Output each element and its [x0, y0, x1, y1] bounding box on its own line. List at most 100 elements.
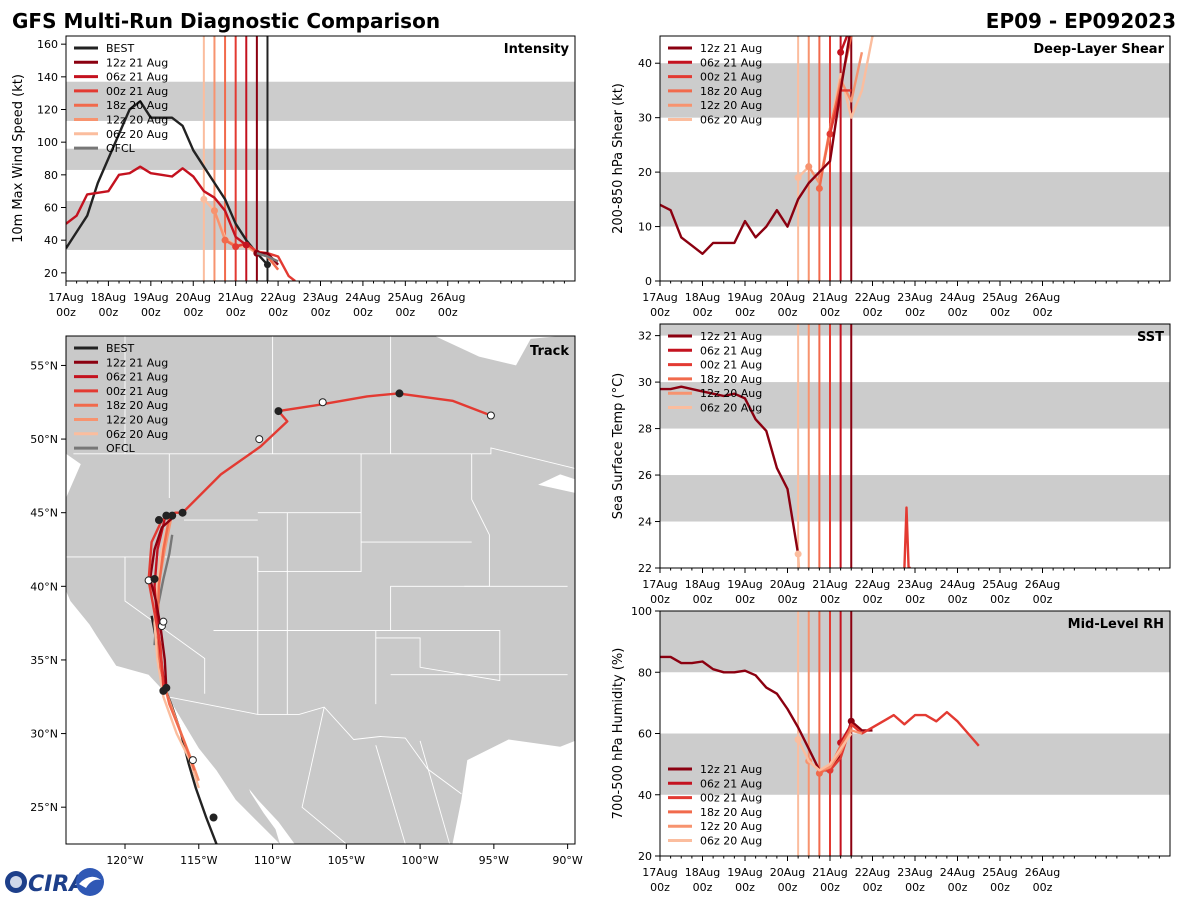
sst-ytick-label: 30 [638, 376, 652, 389]
intensity-xtick-label-date: 20Aug [176, 291, 211, 304]
shear-xtick-label-date: 18Aug [685, 291, 720, 304]
intensity-legend-label-00z-21-aug: 00z 21 Aug [106, 85, 168, 98]
track-boundary-2 [124, 556, 206, 694]
intensity-xtick-label-date: 17Aug [48, 291, 83, 304]
shear-xtick-label-date: 21Aug [812, 291, 847, 304]
track-marker [209, 813, 218, 822]
rh-legend-label-06z-21-aug: 06z 21 Aug [700, 777, 762, 790]
rh-xtick-label-hour: 00z [990, 881, 1010, 894]
shear-xtick-label-date: 25Aug [982, 291, 1017, 304]
rh-ytick-label: 40 [638, 789, 652, 802]
intensity-legend-label-12z-21-aug: 12z 21 Aug [106, 56, 168, 69]
shear-xtick-label-hour: 00z [735, 306, 755, 319]
intensity-ytick-label: 140 [37, 71, 58, 84]
intensity-legend-label-best: BEST [106, 42, 134, 55]
track-legend-label-12z-20-aug: 12z 20 Aug [106, 414, 168, 427]
intensity-ytick-label: 40 [44, 234, 58, 247]
shear-series-06z-21-aug [839, 36, 849, 53]
sst-ylabel: Sea Surface Temp (°C) [611, 373, 626, 520]
rh-band-0 [660, 733, 1170, 795]
track-xtick-label: 90°W [552, 854, 582, 867]
track-marker [162, 683, 171, 692]
intensity-xtick-label-hour: 00z [226, 306, 246, 319]
shear-init-point-00z-21-aug [826, 130, 834, 138]
rh-xtick-label-date: 19Aug [727, 866, 762, 879]
shear-legend-label-12z-21-aug: 12z 21 Aug [700, 42, 762, 55]
track-xtick-label: 95°W [479, 854, 509, 867]
track-marker [178, 508, 187, 517]
rh-init-point-12z-21-aug [847, 717, 855, 725]
intensity-ytick-label: 160 [37, 38, 58, 51]
intensity-legend-label-06z-20-aug: 06z 20 Aug [106, 128, 168, 141]
shear-ytick-label: 0 [645, 275, 652, 288]
rh-xtick-label-date: 21Aug [812, 866, 847, 879]
intensity-xtick-label-hour: 00z [141, 306, 161, 319]
track-marker [159, 617, 168, 626]
shear-init-point-18z-20-aug [815, 184, 823, 192]
intensity-ytick-label: 100 [37, 136, 58, 149]
sst-band-0 [660, 475, 1170, 522]
track-boundary-1 [167, 696, 462, 795]
sst-xtick-label-date: 21Aug [812, 578, 847, 591]
shear-xtick-label-date: 23Aug [897, 291, 932, 304]
shear-init-point-12z-21-aug [848, 22, 855, 29]
shear-xtick-label-date: 22Aug [855, 291, 890, 304]
sst-ytick-label: 26 [638, 469, 652, 482]
intensity-xtick-label-date: 21Aug [218, 291, 253, 304]
shear-xtick-label-date: 20Aug [770, 291, 805, 304]
shear-xtick-label-hour: 00z [693, 306, 713, 319]
rh-xtick-label-hour: 00z [905, 881, 925, 894]
shear-xtick-label-date: 19Aug [727, 291, 762, 304]
sst-panel: 17Aug 00z 18Aug 00z 19Aug 00z 20Aug 00z 21Aug 00z… [611, 323, 1171, 606]
sst-xtick-label-date: 18Aug [685, 578, 720, 591]
sst-xtick-label-hour: 00z [650, 593, 670, 606]
intensity-ytick-label: 80 [44, 169, 58, 182]
track-xtick-label: 115°W [180, 854, 217, 867]
sst-legend-label-18z-20-aug: 18z 20 Aug [700, 373, 762, 386]
track-ytick-label: 25°N [30, 801, 58, 814]
track-title: Track [530, 344, 569, 359]
intensity-xtick-label-date: 22Aug [260, 291, 295, 304]
sst-ytick-label: 32 [638, 330, 652, 343]
shear-band-0 [660, 172, 1170, 227]
sst-plot-content [660, 324, 1170, 568]
shear-xtick-label-date: 26Aug [1025, 291, 1060, 304]
rh-xtick-label-hour: 00z [778, 881, 798, 894]
track-ytick-label: 30°N [30, 728, 58, 741]
track-map-content [66, 336, 575, 844]
intensity-panel: 17Aug 00z 18Aug 00z 19Aug 00z 20Aug 00z 21Aug 00z… [11, 35, 576, 319]
rh-ytick-label: 80 [638, 666, 652, 679]
shear-xtick-label-date: 24Aug [940, 291, 975, 304]
intensity-band-2 [66, 81, 575, 121]
track-marker [255, 435, 264, 444]
track-legend-label-18z-20-aug: 18z 20 Aug [106, 399, 168, 412]
figure-title: GFS Multi-Run Diagnostic Comparison [12, 9, 440, 33]
intensity-xtick-label-hour: 00z [438, 306, 458, 319]
intensity-series-ofcl [256, 252, 279, 263]
track-land [66, 336, 575, 844]
rh-xtick-label-date: 22Aug [855, 866, 890, 879]
storm-id: EP09 - EP092023 [986, 9, 1176, 33]
shear-init-point-06z-21-aug [837, 48, 845, 56]
rh-legend-label-00z-21-aug: 00z 21 Aug [700, 792, 762, 805]
track-ytick-label: 50°N [30, 433, 58, 446]
shear-xtick-label-hour: 00z [863, 306, 883, 319]
track-series-00z-21-aug [147, 392, 492, 688]
shear-title: Deep-Layer Shear [1033, 42, 1164, 57]
intensity-xtick-label-hour: 00z [395, 306, 415, 319]
sst-ytick-label: 24 [638, 516, 652, 529]
shear-init-point-12z-20-aug [805, 163, 813, 171]
sst-xtick-label-date: 20Aug [770, 578, 805, 591]
intensity-legend-label-ofcl: OFCL [106, 142, 136, 155]
sst-ytick-label: 28 [638, 423, 652, 436]
sst-legend-label-12z-21-aug: 12z 21 Aug [700, 330, 762, 343]
intensity-xtick-label-date: 26Aug [430, 291, 465, 304]
shear-xtick-label-hour: 00z [990, 306, 1010, 319]
intensity-xtick-label-date: 24Aug [345, 291, 380, 304]
rh-xtick-label-date: 24Aug [940, 866, 975, 879]
sst-xtick-label-hour: 00z [778, 593, 798, 606]
sst-xtick-label-date: 23Aug [897, 578, 932, 591]
shear-series-12z-21-aug [660, 36, 851, 255]
sst-xtick-label-hour: 00z [905, 593, 925, 606]
track-boundary-16 [301, 707, 347, 844]
